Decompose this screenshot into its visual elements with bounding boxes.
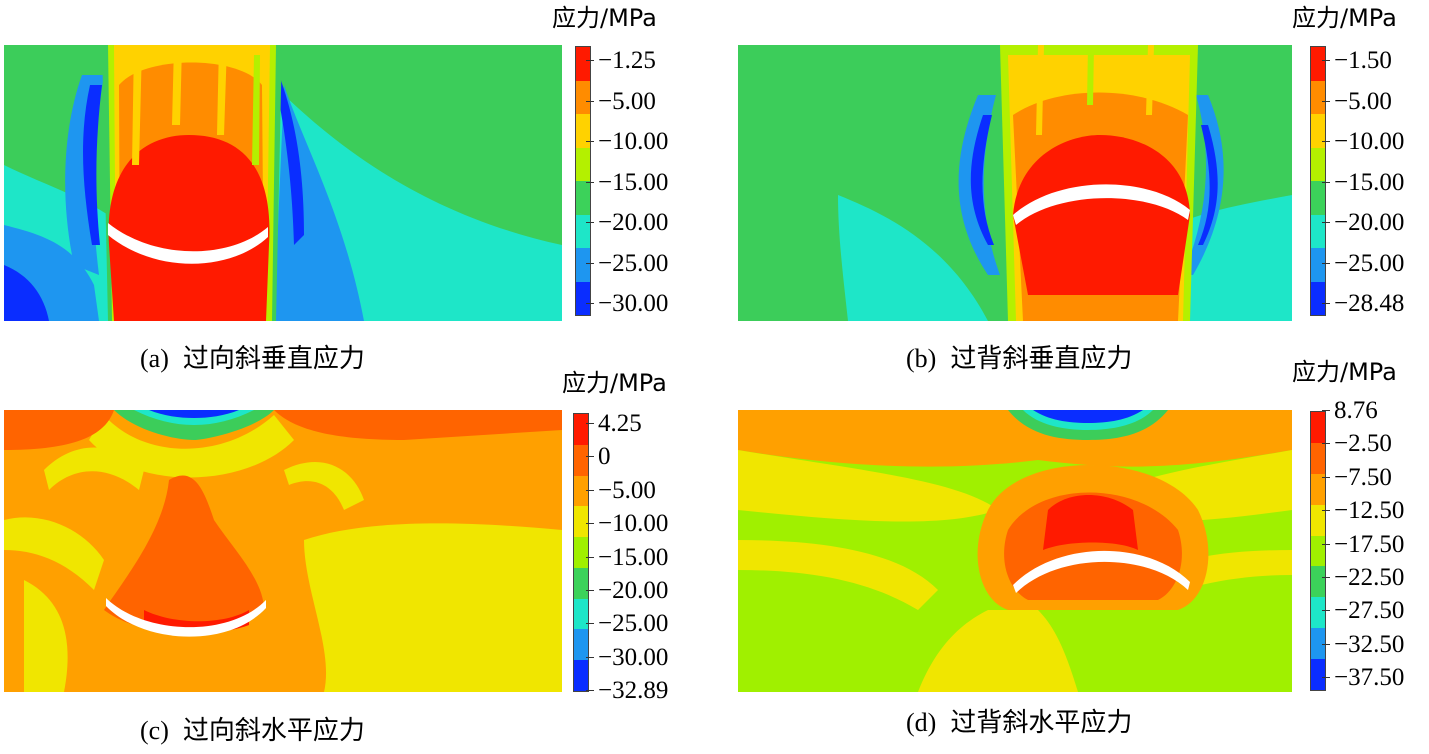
colorbar-segment [574,629,588,661]
colorbar-segment [574,475,588,507]
contour-plot-d [738,410,1292,692]
colorbar-tick-label: −15.00 [1321,168,1405,196]
unit-label-d: 应力/MPa [1292,358,1397,386]
colorbar-segment [576,147,590,181]
colorbar-tick-label: −15.00 [585,543,669,571]
colorbar-tick-label: 4.25 [586,410,642,437]
colorbar-segment [574,414,588,445]
colorbar-segment [1311,504,1325,536]
colorbar-tick-label: −27.50 [1321,597,1405,625]
colorbar-segment [1311,147,1325,181]
colorbar-segment [1311,281,1325,315]
colorbar-tick-label: −1.25 [586,47,656,74]
colorbar-segment [576,281,590,315]
colorbar-tick-label: −2.50 [1322,430,1392,458]
colorbar-tick-label: −10.00 [585,128,669,155]
colorbar-tick-label: −15.00 [585,168,669,196]
colorbar-tick-label: −1.50 [1322,47,1392,74]
colorbar-tick-label: −25.00 [585,249,669,277]
colorbar-segment [1311,473,1325,505]
colorbar-segment [1311,248,1325,282]
colorbar-segment [574,598,588,630]
colorbar-segment [1311,659,1325,690]
colorbar-segment [576,181,590,215]
colorbar-tick-label: −25.00 [1321,249,1405,277]
colorbar-tick-label: −30.00 [585,643,669,671]
contour-plot-b [738,45,1292,321]
colorbar-tick-label: −20.00 [1321,209,1405,236]
colorbar-segment [574,660,588,691]
caption-text-d: 过背斜水平应力 [950,708,1133,738]
colorbar-segment [1311,114,1325,148]
colorbar-tick-label: −22.50 [1321,564,1405,591]
colorbar-segment [576,80,590,114]
colorbar-segment [1311,214,1325,248]
colorbar-segment [576,214,590,248]
colorbar-tick-label: −28.48 [1321,290,1405,317]
unit-label-c: 应力/MPa [562,369,667,397]
caption-tag-d: (d) [906,708,937,737]
unit-label-a: 应力/MPa [552,4,657,32]
colorbar-segment [1311,535,1325,567]
colorbar-segment [576,248,590,282]
colorbar-segment [574,506,588,538]
unit-label-b: 应力/MPa [1292,4,1397,32]
colorbar-tick-label: −32.89 [585,677,669,705]
colorbar-segment [576,114,590,148]
caption-tag-c: (c) [140,716,169,745]
colorbar-tick-label: −17.50 [1321,530,1405,558]
colorbar-tick-label: −20.00 [585,577,669,604]
caption-b: (b) 过背斜垂直应力 [906,344,1133,374]
colorbar-b [1310,46,1326,316]
colorbar-segment [1311,412,1325,443]
colorbar-c [573,413,589,692]
colorbar-segment [1311,442,1325,474]
colorbar-segment [1311,597,1325,629]
colorbar-tick-label: −7.50 [1322,463,1392,491]
colorbar-tick-label: −5.00 [586,476,656,504]
colorbar-tick-label: −5.00 [1322,87,1392,115]
colorbar-tick-label: 0 [586,443,611,471]
colorbar-tick-label: −30.00 [585,290,669,317]
caption-text-c: 过向斜水平应力 [182,716,365,746]
colorbar-a [575,46,591,316]
colorbar-segment [1311,628,1325,659]
colorbar-segment [1311,566,1325,598]
caption-text-b: 过背斜垂直应力 [950,344,1133,374]
colorbar-tick-label: −10.00 [585,510,669,538]
caption-text-a: 过向斜垂直应力 [182,344,365,374]
colorbar-tick-label: −10.00 [1321,128,1405,155]
colorbar-tick-label: −25.00 [585,610,669,638]
colorbar-segment [1311,80,1325,114]
colorbar-tick-label: −32.50 [1321,630,1405,658]
contour-plot-a [4,45,562,321]
colorbar-segment [1311,47,1325,81]
colorbar-segment [574,567,588,599]
contour-plot-c [4,410,562,692]
caption-a: (a) 过向斜垂直应力 [140,344,365,374]
colorbar-tick-label: −37.50 [1321,664,1405,692]
colorbar-tick-label: −5.00 [586,87,656,115]
caption-d: (d) 过背斜水平应力 [906,708,1133,738]
colorbar-segment [1311,181,1325,215]
colorbar-tick-label: −20.00 [585,209,669,236]
colorbar-segment [574,444,588,476]
colorbar-d [1310,411,1326,691]
colorbar-segment [574,537,588,568]
colorbar-segment [576,47,590,81]
colorbar-tick-label: −12.50 [1321,497,1405,525]
caption-tag-a: (a) [140,344,169,373]
colorbar-tick-label: 8.76 [1322,397,1378,424]
caption-tag-b: (b) [906,344,937,373]
caption-c: (c) 过向斜水平应力 [140,716,365,746]
